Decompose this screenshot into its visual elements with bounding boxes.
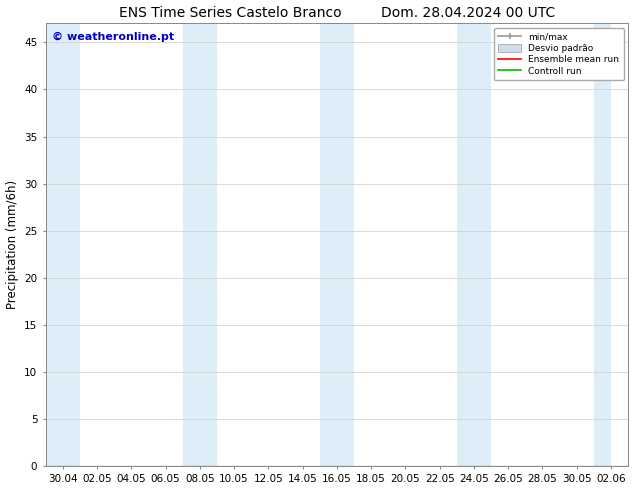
Y-axis label: Precipitation (mm/6h): Precipitation (mm/6h) [6, 180, 18, 309]
Bar [46, 24, 80, 466]
Bar [594, 24, 611, 466]
Bar [456, 24, 491, 466]
Bar [320, 24, 354, 466]
Legend: min/max, Desvio padrão, Ensemble mean run, Controll run: min/max, Desvio padrão, Ensemble mean ru… [494, 28, 624, 80]
Title: ENS Time Series Castelo Branco         Dom. 28.04.2024 00 UTC: ENS Time Series Castelo Branco Dom. 28.0… [119, 5, 555, 20]
Bar [183, 24, 217, 466]
Text: © weatheronline.pt: © weatheronline.pt [51, 32, 174, 43]
